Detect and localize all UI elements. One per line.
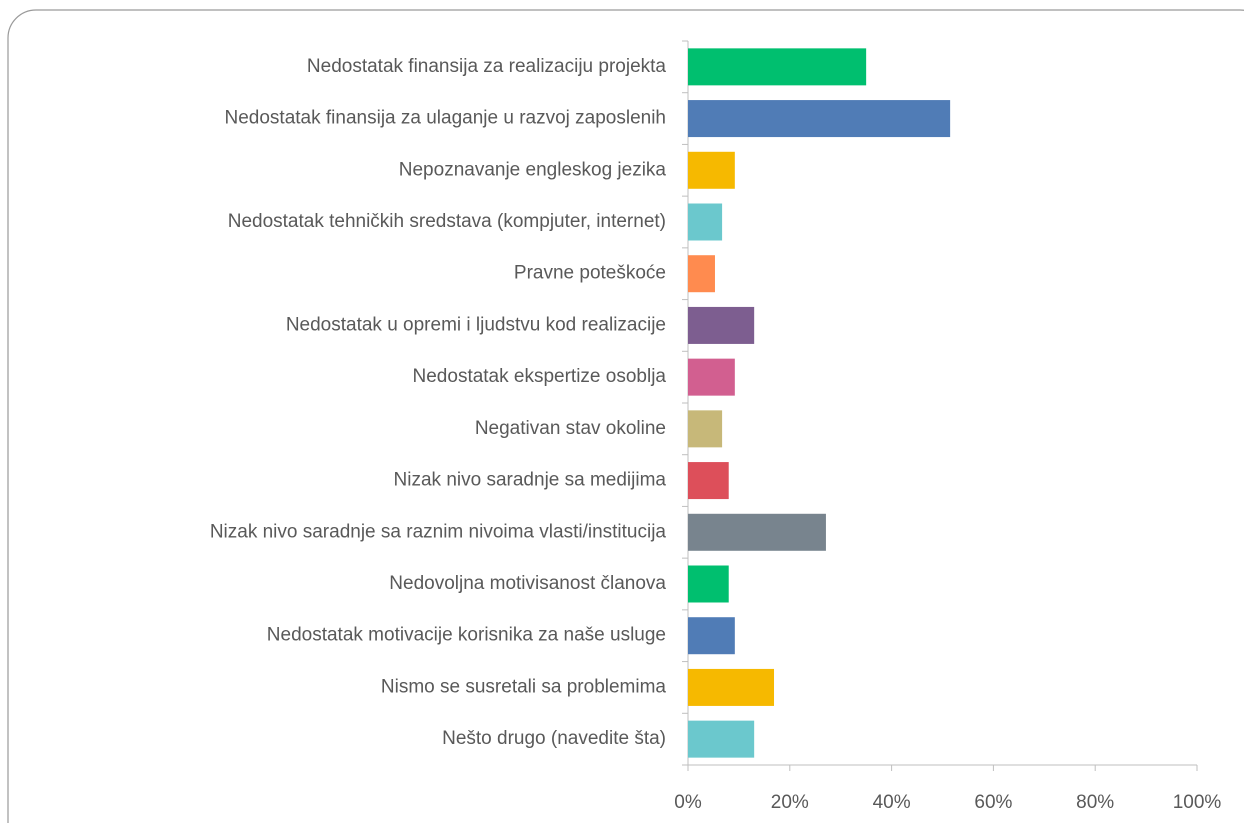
y-tick-label: Nepoznavanje engleskog jezika: [399, 159, 667, 180]
y-tick-label: Nedostatak ekspertize osoblja: [413, 366, 667, 387]
y-tick-label: Nizak nivo saradnje sa medijima: [394, 470, 667, 491]
bar: [688, 617, 735, 655]
y-tick-label: Negativan stav okoline: [475, 418, 666, 439]
x-tick-label: 0%: [674, 792, 702, 813]
bar: [688, 513, 826, 551]
x-tick-label: 100%: [1173, 792, 1222, 813]
bar: [688, 668, 775, 706]
bar: [688, 151, 735, 189]
frame: [7, 9, 1244, 823]
y-tick-label: Nedovoljna motivisanost članova: [389, 573, 666, 594]
x-tick-label: 60%: [974, 792, 1012, 813]
bar: [688, 306, 755, 344]
y-tick-label: Nedostatak finansija za ulaganje u razvo…: [225, 108, 667, 129]
bar: [688, 255, 715, 293]
bar: [688, 203, 723, 241]
x-tick-label: 20%: [771, 792, 809, 813]
bar: [688, 565, 729, 603]
y-tick-label: Nedostatak tehničkih sredstava (kompjute…: [228, 211, 666, 232]
x-tick-label: 80%: [1076, 792, 1114, 813]
y-tick-label: Nizak nivo saradnje sa raznim nivoima vl…: [210, 521, 667, 542]
y-tick-label: Pravne poteškoće: [514, 263, 666, 284]
x-tick-label: 40%: [873, 792, 911, 813]
bar: [688, 358, 735, 396]
y-tick-label: Nedostatak finansija za realizaciju proj…: [307, 56, 667, 77]
y-tick-label: Nedostatak motivacije korisnika za naše …: [267, 625, 666, 646]
y-tick-label: Nešto drugo (navedite šta): [442, 728, 666, 749]
bar: [688, 720, 755, 758]
y-tick-label: Nedostatak u opremi i ljudstvu kod reali…: [286, 314, 666, 335]
bar: [688, 462, 729, 500]
bar: [688, 410, 723, 448]
y-tick-label: Nismo se susretali sa problemima: [381, 676, 667, 697]
bar: [688, 48, 867, 86]
bar: [688, 100, 951, 138]
